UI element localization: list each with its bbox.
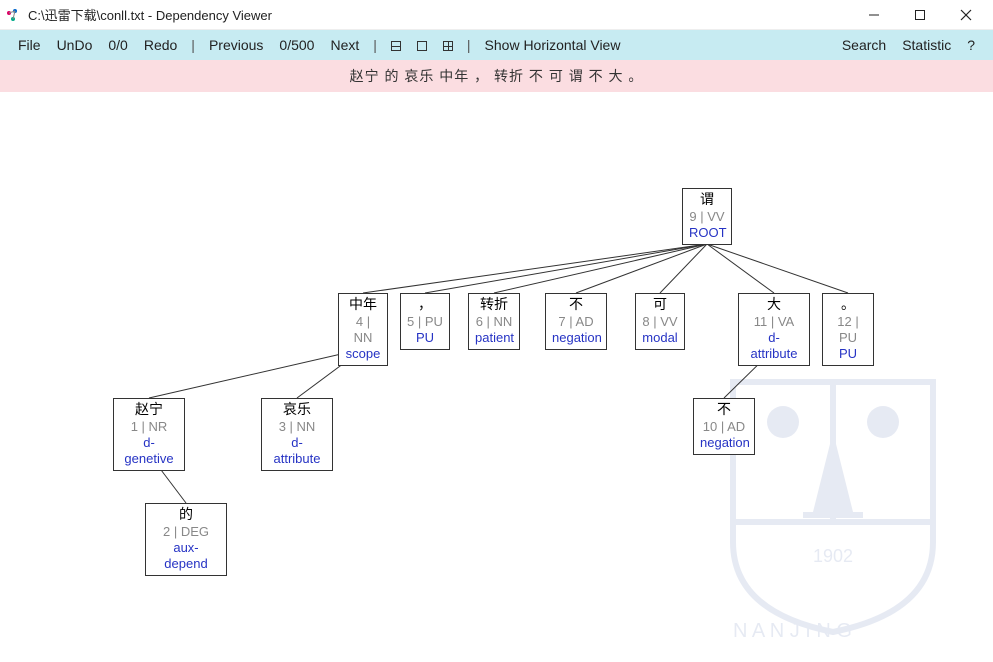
- tree-node[interactable]: 。12 | PUPU: [822, 293, 874, 366]
- node-pos: 7 | AD: [552, 314, 600, 330]
- node-pos: 5 | PU: [407, 314, 443, 330]
- undo-count: 0/0: [100, 37, 135, 53]
- tree-node[interactable]: 不10 | ADnegation: [693, 398, 755, 455]
- node-word: 转折: [475, 296, 513, 314]
- sentence-bar: 赵宁 的 哀乐 中年 ， 转折 不 可 谓 不 大 。: [0, 60, 993, 92]
- tree-node[interactable]: 可8 | VVmodal: [635, 293, 685, 350]
- titlebar: C:\迅雷下载\conll.txt - Dependency Viewer: [0, 0, 993, 30]
- node-relation: ROOT: [689, 225, 725, 241]
- layout-icon-1[interactable]: [383, 37, 409, 53]
- node-word: 哀乐: [268, 401, 326, 419]
- node-word: 大: [745, 296, 803, 314]
- maximize-button[interactable]: [897, 0, 943, 30]
- separator: |: [185, 37, 201, 53]
- app-icon: [4, 6, 22, 24]
- node-relation: PU: [829, 346, 867, 362]
- menu-redo[interactable]: Redo: [136, 37, 185, 53]
- sentence-text: 赵宁 的 哀乐 中年 ， 转折 不 可 谓 不 大 。: [350, 68, 644, 84]
- node-word: 赵宁: [120, 401, 178, 419]
- tree-node[interactable]: 谓9 | VVROOT: [682, 188, 732, 245]
- menubar: File UnDo 0/0 Redo | Previous 0/500 Next…: [0, 30, 993, 60]
- layout-icon-2[interactable]: [409, 37, 435, 53]
- tree-node[interactable]: 赵宁1 | NRd-genetive: [113, 398, 185, 471]
- node-pos: 2 | DEG: [152, 524, 220, 540]
- node-relation: patient: [475, 330, 513, 346]
- node-word: 。: [829, 296, 867, 314]
- node-word: 不: [700, 401, 748, 419]
- node-word: ，: [407, 296, 443, 314]
- svg-text:N A N J I N G: N A N J I N G: [733, 620, 852, 642]
- layout-icon-3[interactable]: [435, 37, 461, 53]
- menu-horizontal-view[interactable]: Show Horizontal View: [477, 37, 629, 53]
- node-relation: PU: [407, 330, 443, 346]
- menu-undo[interactable]: UnDo: [49, 37, 101, 53]
- node-pos: 3 | NN: [268, 419, 326, 435]
- node-relation: negation: [552, 330, 600, 346]
- node-pos: 6 | NN: [475, 314, 513, 330]
- node-word: 中年: [345, 296, 381, 314]
- node-word: 的: [152, 506, 220, 524]
- minimize-button[interactable]: [851, 0, 897, 30]
- tree-node[interactable]: 哀乐3 | NNd-attribute: [261, 398, 333, 471]
- node-pos: 4 | NN: [345, 314, 381, 347]
- node-relation: aux-depend: [152, 540, 220, 573]
- node-relation: d-genetive: [120, 435, 178, 468]
- menu-help[interactable]: ?: [959, 37, 983, 53]
- node-word: 可: [642, 296, 678, 314]
- node-pos: 11 | VA: [745, 314, 803, 330]
- node-relation: negation: [700, 435, 748, 451]
- node-relation: modal: [642, 330, 678, 346]
- node-word: 不: [552, 296, 600, 314]
- window-controls: [851, 0, 989, 30]
- tree-node[interactable]: 中年4 | NNscope: [338, 293, 388, 366]
- tree-node[interactable]: ，5 | PUPU: [400, 293, 450, 350]
- close-button[interactable]: [943, 0, 989, 30]
- menu-search[interactable]: Search: [834, 37, 894, 53]
- tree-node[interactable]: 的2 | DEGaux-depend: [145, 503, 227, 576]
- menu-file[interactable]: File: [10, 37, 49, 53]
- separator: |: [367, 37, 383, 53]
- node-pos: 9 | VV: [689, 209, 725, 225]
- separator: |: [461, 37, 477, 53]
- tree-node[interactable]: 转折6 | NNpatient: [468, 293, 520, 350]
- node-pos: 10 | AD: [700, 419, 748, 435]
- menu-next[interactable]: Next: [322, 37, 367, 53]
- watermark-year: 1902: [813, 546, 853, 566]
- tree-node[interactable]: 大11 | VAd-attribute: [738, 293, 810, 366]
- menu-previous[interactable]: Previous: [201, 37, 271, 53]
- node-word: 谓: [689, 191, 725, 209]
- node-pos: 8 | VV: [642, 314, 678, 330]
- node-pos: 1 | NR: [120, 419, 178, 435]
- node-relation: scope: [345, 346, 381, 362]
- menu-statistic[interactable]: Statistic: [894, 37, 959, 53]
- tree-canvas: 1902 N A N J I N G 谓9 | VVROOT 中年4 | NNsc…: [0, 92, 993, 662]
- node-relation: d-attribute: [268, 435, 326, 468]
- node-relation: d-attribute: [745, 330, 803, 363]
- tree-node[interactable]: 不7 | ADnegation: [545, 293, 607, 350]
- node-pos: 12 | PU: [829, 314, 867, 347]
- page-count: 0/500: [271, 37, 322, 53]
- window-title: C:\迅雷下载\conll.txt - Dependency Viewer: [28, 5, 851, 24]
